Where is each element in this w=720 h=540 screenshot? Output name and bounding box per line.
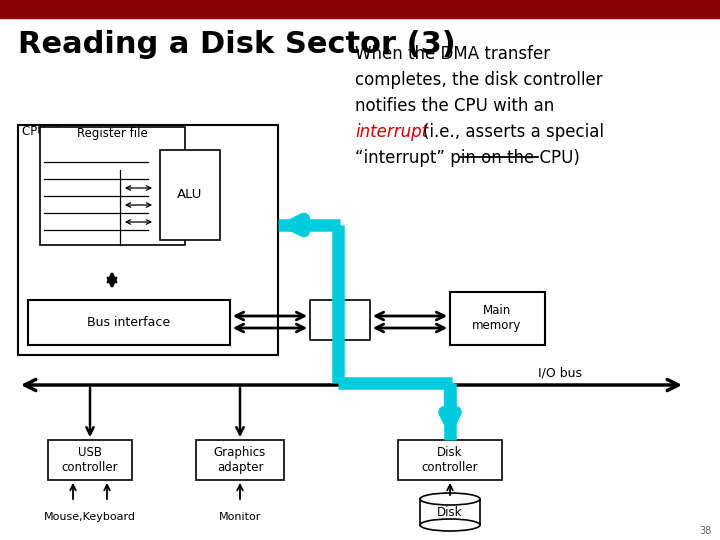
Bar (40, 127, 185, 245)
Bar (310, 300, 370, 340)
Text: notifies the CPU with an: notifies the CPU with an (355, 97, 554, 115)
Text: Reading a Disk Sector (3): Reading a Disk Sector (3) (18, 30, 456, 59)
Bar (0, 0, 720, 18)
Text: Graphics
adapter: Graphics adapter (214, 446, 266, 474)
Bar (160, 150, 220, 240)
Text: “interrupt” pin on the CPU): “interrupt” pin on the CPU) (355, 149, 580, 167)
Text: Main
memory: Main memory (472, 304, 522, 332)
Text: Mouse,Keyboard: Mouse,Keyboard (44, 512, 136, 522)
Text: Monitor: Monitor (219, 512, 261, 522)
Text: USB
controller: USB controller (62, 446, 118, 474)
Text: Disk
controller: Disk controller (422, 446, 478, 474)
Bar (48, 440, 132, 480)
Text: Register file: Register file (76, 127, 148, 140)
Ellipse shape (420, 519, 480, 531)
Bar (196, 440, 284, 480)
Bar (18, 125, 278, 355)
Bar (420, 499, 480, 525)
Text: completes, the disk controller: completes, the disk controller (355, 71, 603, 89)
Text: Bus interface: Bus interface (87, 315, 171, 328)
Text: (i.e., asserts a special: (i.e., asserts a special (423, 123, 604, 141)
Text: 38: 38 (700, 526, 712, 536)
Text: I/O bus: I/O bus (538, 367, 582, 380)
Bar (28, 300, 230, 345)
Text: CPU chip: CPU chip (22, 125, 74, 138)
Text: ALU: ALU (177, 188, 203, 201)
Ellipse shape (420, 493, 480, 505)
Text: interrupt: interrupt (355, 123, 428, 141)
Bar (450, 292, 545, 345)
Bar (398, 440, 502, 480)
Text: When the DMA transfer: When the DMA transfer (355, 45, 550, 63)
Text: Disk: Disk (437, 507, 463, 519)
